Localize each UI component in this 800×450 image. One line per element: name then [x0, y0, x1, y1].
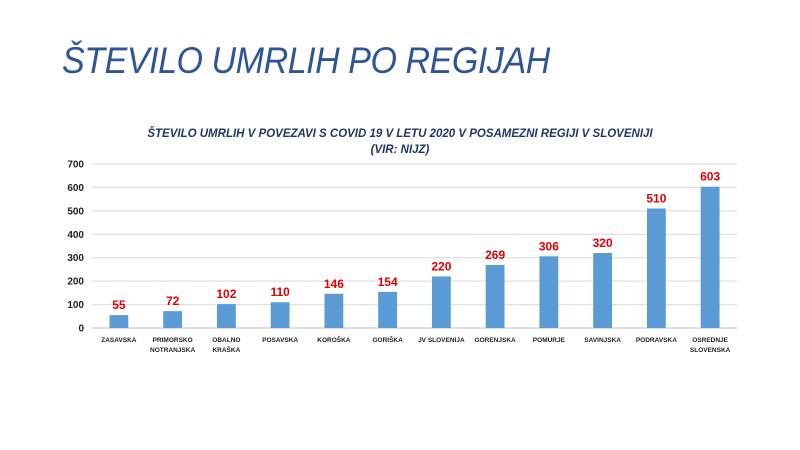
data-label: 102 [216, 287, 236, 301]
x-tick-label: OSREDNJE [692, 337, 728, 344]
x-tick-label: ZASAVSKA [101, 337, 137, 344]
y-tick-label: 100 [67, 300, 84, 311]
bar [646, 208, 666, 328]
data-label: 320 [593, 236, 613, 250]
bar [378, 291, 398, 328]
data-label: 603 [700, 170, 720, 184]
x-tick-label: KRAŠKA [212, 345, 240, 354]
data-label: 110 [270, 285, 290, 299]
bar [270, 302, 290, 328]
y-tick-label: 700 [67, 160, 84, 171]
y-tick-label: 400 [67, 230, 84, 241]
bar [431, 276, 451, 328]
x-tick-label: OBALNO [212, 337, 240, 344]
bar [700, 186, 720, 328]
chart-title: ŠTEVILO UMRLIH V POVEZAVI S COVID 19 V L… [0, 126, 800, 158]
x-tick-label: JV SLOVENIJA [418, 337, 465, 344]
data-label: 510 [646, 192, 666, 206]
chart-subtitle: (VIR: NIJZ) [370, 144, 430, 156]
data-label: 72 [166, 294, 180, 308]
x-tick-label: KOROŠKA [317, 335, 351, 344]
x-tick-label: SLOVENSKA [690, 347, 731, 354]
data-label: 154 [378, 275, 398, 289]
data-label: 146 [324, 277, 344, 291]
bar [216, 304, 236, 328]
x-tick-label: NOTRANJSKA [150, 347, 195, 354]
y-tick-label: 600 [67, 183, 84, 194]
y-tick-label: 0 [78, 324, 84, 335]
chart-title-line: ŠTEVILO UMRLIH V POVEZAVI S COVID 19 V L… [147, 128, 653, 140]
x-tick-label: POMURJE [533, 337, 566, 344]
bar [593, 253, 613, 328]
bar [485, 264, 505, 328]
bar [539, 256, 559, 328]
bar [109, 315, 129, 328]
x-tick-label: PRIMORSKO [153, 337, 193, 344]
data-label: 220 [431, 259, 451, 273]
bar [163, 311, 183, 328]
y-tick-label: 500 [67, 206, 84, 217]
bar [324, 293, 344, 328]
y-tick-label: 300 [67, 253, 84, 264]
x-tick-label: GORENJSKA [475, 337, 516, 344]
x-tick-label: SAVINJSKA [584, 337, 621, 344]
y-tick-label: 200 [67, 277, 84, 288]
x-tick-label: PODRAVSKA [636, 337, 677, 344]
slide-title: ŠTEVILO UMRLIH PO REGIJAH [62, 40, 550, 81]
data-label: 55 [112, 298, 126, 312]
x-tick-label: POSAVSKA [262, 337, 298, 344]
data-label: 269 [485, 248, 505, 262]
x-tick-label: GORIŠKA [372, 335, 403, 344]
data-label: 306 [539, 239, 559, 253]
